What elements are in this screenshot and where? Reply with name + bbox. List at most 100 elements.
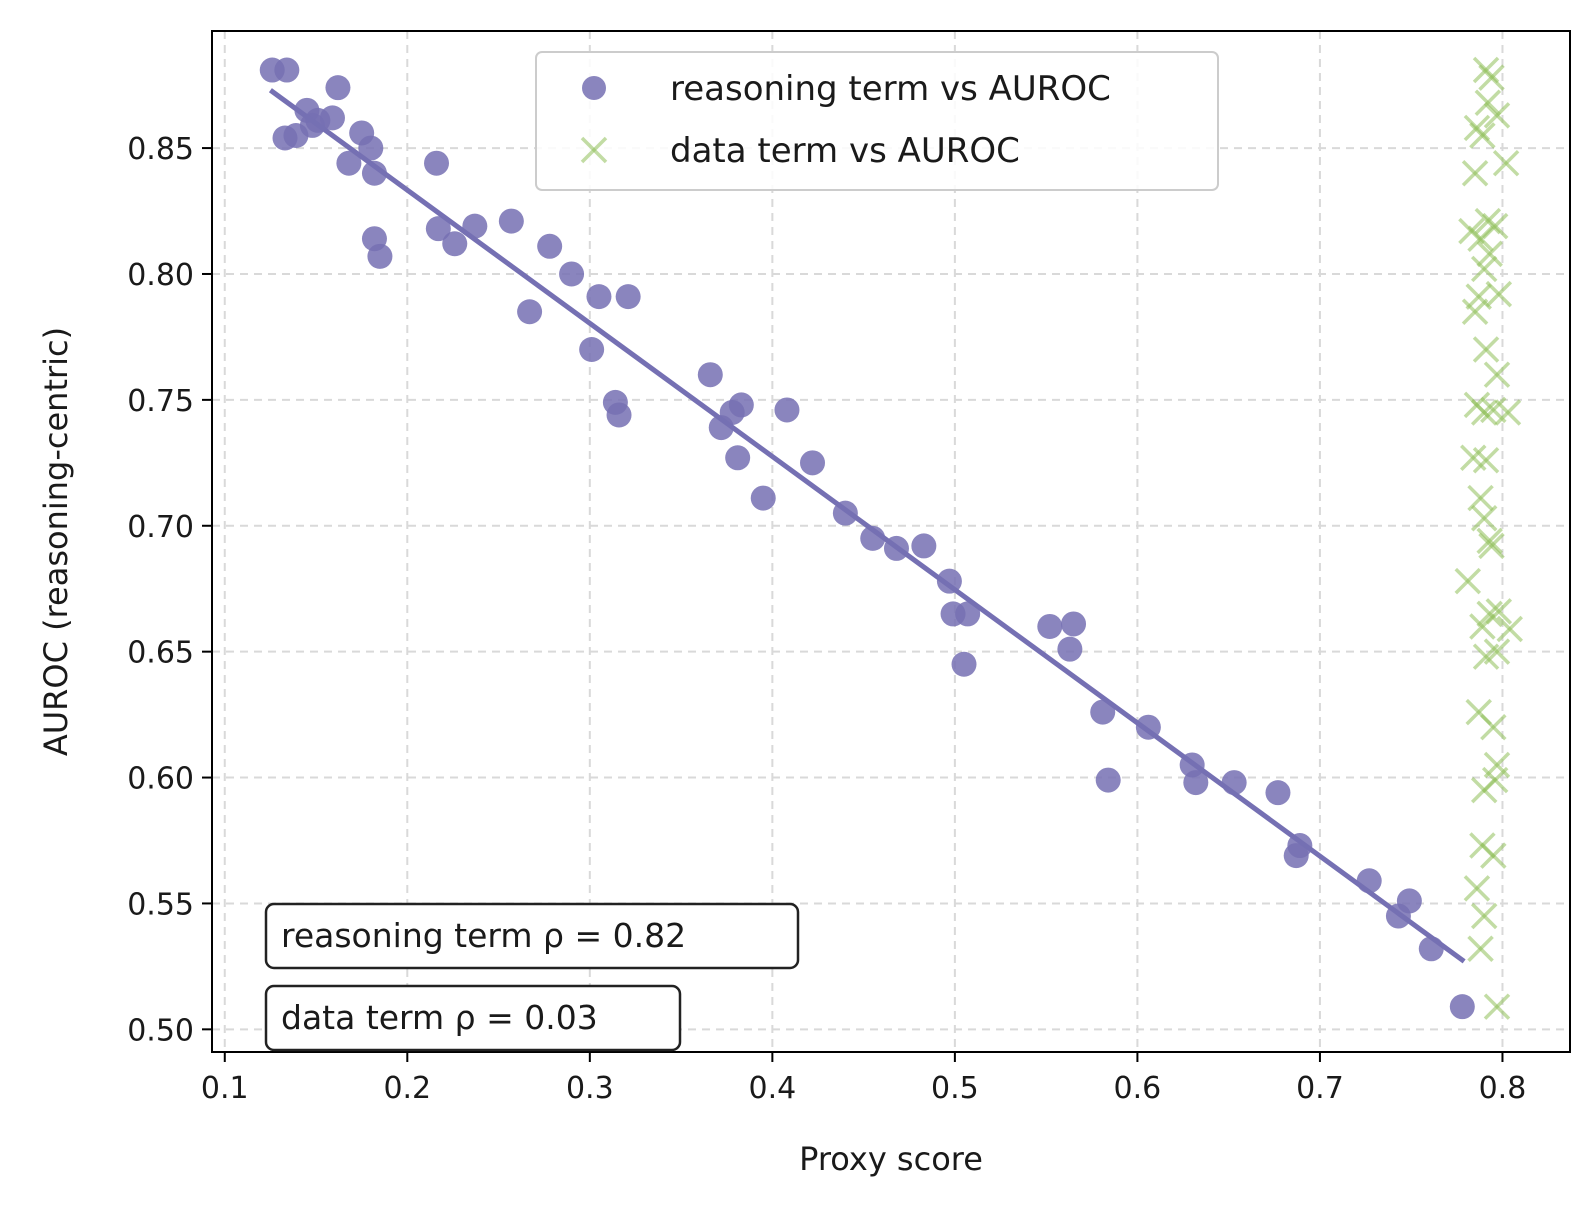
legend-x-glyph <box>580 136 608 164</box>
data-point-x <box>1496 615 1524 643</box>
y-tick-label: 0.65 <box>127 636 194 671</box>
y-tick-label: 0.50 <box>127 1013 194 1048</box>
series-data-term <box>1454 56 1524 1020</box>
legend-marker-reasoning <box>582 76 606 100</box>
data-point-x <box>1461 298 1489 325</box>
reasoning-point <box>1265 780 1291 806</box>
reasoning-point <box>774 397 800 423</box>
data-point-x <box>1467 935 1494 963</box>
data-point-x <box>1483 361 1511 388</box>
annotation-reasoning-rho: reasoning term ρ = 0.82 <box>264 902 800 970</box>
reasoning-point <box>1183 770 1209 796</box>
data-point-x <box>1483 102 1511 129</box>
reasoning-point <box>750 485 776 511</box>
y-tick-label: 0.75 <box>127 384 194 419</box>
data-point-x <box>1470 504 1498 532</box>
x-axis-label: Proxy score <box>799 1140 983 1178</box>
data-point-x <box>1494 399 1522 426</box>
reasoning-point <box>911 533 937 559</box>
x-tick-label: 0.1 <box>201 1071 249 1106</box>
data-point-x <box>1492 149 1520 177</box>
data-point-x <box>1483 638 1511 665</box>
fit-line <box>268 88 1466 964</box>
data-point-x <box>1472 336 1500 363</box>
reasoning-point <box>559 261 585 287</box>
x-tick-label: 0.8 <box>1479 1071 1527 1106</box>
reasoning-point <box>1061 611 1087 637</box>
reasoning-point <box>606 402 632 428</box>
data-point-x <box>1470 776 1498 804</box>
x-axis-ticks: 0.1 0.2 0.3 0.4 0.5 0.6 0.7 0.8 <box>201 1052 1526 1106</box>
data-point-x <box>1474 89 1502 116</box>
data-point-x <box>1463 875 1491 902</box>
reasoning-point <box>725 445 751 471</box>
x-tick-label: 0.3 <box>566 1071 614 1106</box>
reasoning-point <box>800 450 826 476</box>
reasoning-point <box>1090 699 1116 725</box>
data-point-x <box>1481 212 1509 240</box>
data-point-x <box>1483 993 1511 1020</box>
annotation-data-rho: data term ρ = 0.03 <box>264 984 682 1052</box>
reasoning-point <box>325 75 351 101</box>
y-tick-label: 0.85 <box>127 132 194 167</box>
data-point-x <box>1472 447 1500 474</box>
reasoning-point <box>955 601 981 627</box>
data-point-x <box>1476 527 1503 555</box>
x-tick-label: 0.6 <box>1114 1071 1162 1106</box>
x-tick-label: 0.4 <box>748 1071 796 1106</box>
data-point-x <box>1470 255 1498 283</box>
data-point-x <box>1461 160 1489 187</box>
reasoning-point <box>615 284 641 310</box>
annotation-data-text: data term ρ = 0.03 <box>281 998 598 1037</box>
data-point-x <box>1478 64 1505 91</box>
y-tick-label: 0.80 <box>127 258 194 293</box>
reasoning-point <box>728 392 754 418</box>
reasoning-point <box>1449 994 1475 1020</box>
y-tick-label: 0.60 <box>127 762 194 797</box>
data-point-x <box>1476 240 1503 268</box>
legend[interactable]: reasoning term vs AUROC data term vs AUR… <box>535 51 1219 191</box>
data-point-x <box>1480 842 1507 869</box>
reasoning-point <box>586 284 612 310</box>
reasoning-point <box>697 362 723 388</box>
y-tick-label: 0.55 <box>127 887 194 922</box>
reasoning-point <box>579 337 605 363</box>
data-point-x <box>1480 713 1507 741</box>
reasoning-point <box>425 216 451 242</box>
data-point-x <box>1469 122 1496 149</box>
data-point-x <box>1470 902 1498 930</box>
series-reasoning-term <box>259 57 1475 1020</box>
reasoning-point <box>537 233 563 259</box>
reasoning-point <box>274 57 300 83</box>
reasoning-point <box>498 208 524 234</box>
reasoning-point <box>1057 636 1083 662</box>
reasoning-point <box>1095 767 1121 793</box>
reasoning-point <box>336 150 362 176</box>
reasoning-point <box>1037 613 1063 639</box>
x-tick-label: 0.2 <box>383 1071 431 1106</box>
data-point-x <box>1478 532 1505 560</box>
reasoning-point <box>319 105 345 131</box>
y-axis-label: AUROC (reasoning-centric) <box>37 327 75 756</box>
data-point-x <box>1469 613 1496 640</box>
reasoning-point <box>367 243 393 269</box>
reasoning-point <box>951 651 977 677</box>
data-point-x <box>1476 600 1503 628</box>
reasoning-point <box>424 150 450 176</box>
annotation-reasoning-text: reasoning term ρ = 0.82 <box>281 916 686 955</box>
reasoning-point <box>358 135 384 161</box>
plot-frame <box>211 30 1571 1053</box>
legend-box <box>535 51 1219 191</box>
x-tick-label: 0.7 <box>1296 1071 1344 1106</box>
y-tick-label: 0.70 <box>127 510 194 545</box>
data-point-x <box>1454 567 1482 595</box>
data-point-x <box>1470 399 1498 426</box>
reasoning-point <box>1396 888 1422 914</box>
x-tick-label: 0.5 <box>931 1071 979 1106</box>
legend-label-reasoning: reasoning term vs AUROC <box>670 69 1111 109</box>
y-axis-ticks: 0.50 0.55 0.60 0.65 0.70 0.75 0.80 0.85 <box>127 132 212 1048</box>
reasoning-point <box>442 231 468 257</box>
reasoning-point <box>361 160 387 186</box>
data-point-x <box>1485 280 1513 308</box>
